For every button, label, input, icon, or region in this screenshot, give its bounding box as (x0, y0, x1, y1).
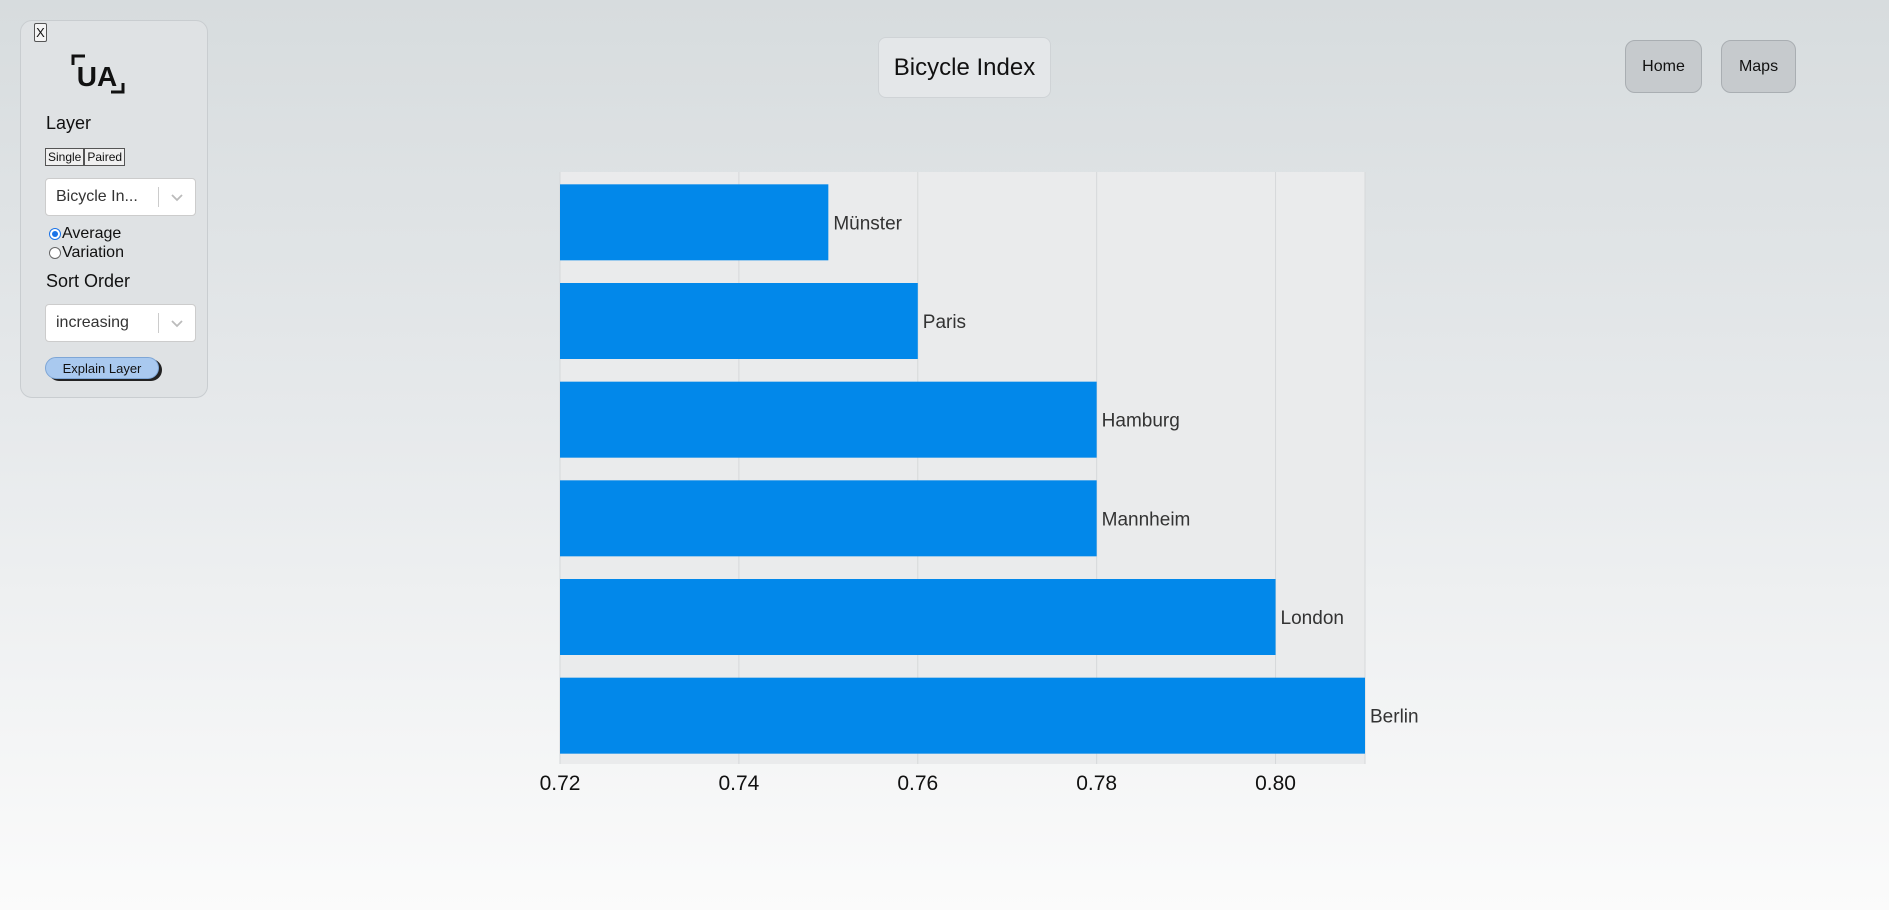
ua-logo-icon: UA (71, 54, 125, 94)
layer-mode-toggle: Single Paired (45, 148, 126, 166)
bar-label: Münster (833, 213, 902, 234)
average-radio[interactable] (49, 228, 61, 240)
bar (560, 184, 829, 261)
explain-layer-button[interactable]: Explain Layer (45, 357, 159, 379)
bar (560, 480, 1097, 557)
layer-select[interactable]: Bicycle In... (45, 178, 196, 216)
x-tick-label: 0.78 (1076, 772, 1117, 795)
bar-label: London (1281, 608, 1344, 629)
single-mode-button[interactable]: Single (45, 148, 85, 166)
sort-order-heading: Sort Order (46, 271, 131, 291)
x-tick-label: 0.76 (897, 772, 938, 795)
page-title: Bicycle Index (878, 37, 1051, 98)
bar (560, 381, 1097, 458)
bar (560, 677, 1365, 754)
bar-label: Berlin (1370, 707, 1419, 728)
select-separator (158, 313, 159, 333)
svg-text:UA: UA (77, 61, 117, 92)
layer-control-panel: X UA Layer Single Paired Bicycle In... A… (20, 20, 208, 398)
bar-label: Hamburg (1102, 411, 1180, 432)
chevron-down-icon[interactable] (159, 305, 195, 341)
plot-area (560, 172, 1365, 764)
bar-label: Paris (923, 312, 966, 333)
bar (560, 579, 1276, 655)
bar-label: Mannheim (1102, 509, 1191, 530)
layer-heading: Layer (46, 113, 92, 133)
chevron-down-icon[interactable] (159, 179, 195, 215)
sort-order-select[interactable]: increasing (45, 304, 196, 342)
maps-button[interactable]: Maps (1721, 40, 1796, 93)
average-radio-label: Average (62, 225, 122, 242)
x-tick-label: 0.80 (1255, 772, 1296, 795)
average-radio-row[interactable]: Average (49, 225, 121, 243)
home-button[interactable]: Home (1625, 40, 1702, 93)
paired-mode-button[interactable]: Paired (84, 148, 126, 166)
close-panel-button[interactable]: X (34, 23, 47, 42)
variation-radio[interactable] (49, 247, 61, 259)
variation-radio-label: Variation (62, 244, 124, 261)
bar (560, 283, 918, 359)
x-tick-label: 0.72 (540, 772, 581, 795)
x-tick-label: 0.74 (718, 772, 759, 795)
variation-radio-row[interactable]: Variation (49, 244, 124, 262)
select-separator (158, 187, 159, 207)
